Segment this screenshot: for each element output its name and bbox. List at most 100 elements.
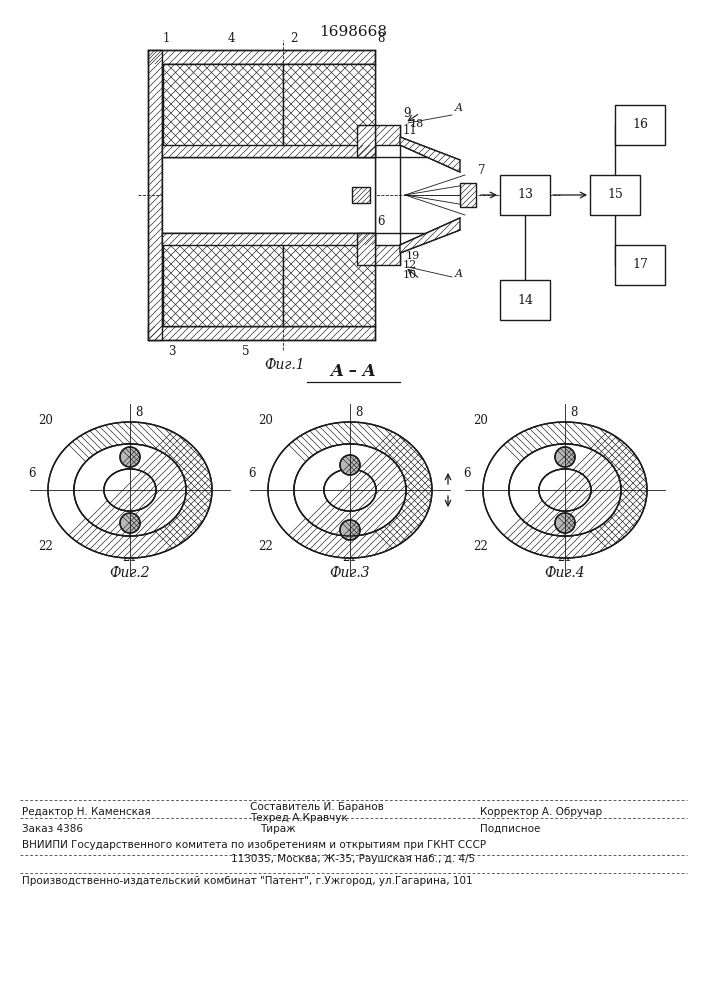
Polygon shape: [162, 145, 375, 157]
Circle shape: [340, 455, 360, 475]
Polygon shape: [375, 125, 400, 145]
Polygon shape: [148, 326, 375, 340]
Polygon shape: [400, 218, 460, 253]
Text: 7: 7: [478, 164, 486, 177]
Text: 21: 21: [557, 551, 572, 564]
Text: 6: 6: [248, 467, 256, 480]
Text: 6: 6: [28, 467, 36, 480]
Text: 20: 20: [258, 414, 273, 427]
Polygon shape: [104, 469, 156, 511]
Circle shape: [555, 513, 575, 533]
Circle shape: [120, 513, 140, 533]
Text: Фиг.3: Фиг.3: [329, 566, 370, 580]
Polygon shape: [104, 469, 156, 511]
Text: 9: 9: [403, 107, 411, 120]
Polygon shape: [400, 137, 460, 172]
Polygon shape: [162, 157, 375, 233]
Polygon shape: [74, 444, 186, 536]
Bar: [615, 245, 665, 285]
Polygon shape: [539, 469, 591, 511]
Polygon shape: [539, 469, 591, 511]
Polygon shape: [268, 422, 432, 558]
Polygon shape: [283, 233, 375, 326]
Text: A – A: A – A: [330, 363, 376, 380]
Polygon shape: [324, 469, 376, 511]
Circle shape: [340, 520, 360, 540]
Polygon shape: [483, 422, 647, 558]
Polygon shape: [148, 50, 375, 64]
Text: 1698668: 1698668: [319, 25, 387, 39]
Polygon shape: [294, 444, 406, 536]
Circle shape: [120, 447, 140, 467]
Text: Фиг.4: Фиг.4: [544, 566, 585, 580]
Text: 8: 8: [377, 32, 385, 45]
Text: 22: 22: [258, 540, 273, 553]
Polygon shape: [509, 444, 621, 536]
Circle shape: [555, 447, 575, 467]
Polygon shape: [357, 233, 375, 265]
Polygon shape: [294, 444, 406, 536]
Text: 8: 8: [135, 406, 142, 419]
Text: 12: 12: [403, 260, 417, 270]
Polygon shape: [509, 444, 621, 536]
Polygon shape: [294, 444, 406, 536]
Polygon shape: [104, 469, 156, 511]
Text: 1: 1: [163, 32, 170, 45]
Text: Фиг.2: Фиг.2: [110, 566, 151, 580]
Text: 6: 6: [377, 215, 385, 228]
Text: A: A: [455, 269, 463, 279]
Polygon shape: [163, 64, 283, 157]
Text: 8: 8: [355, 406, 363, 419]
Text: 3: 3: [168, 345, 175, 358]
Polygon shape: [357, 125, 375, 157]
Text: A: A: [455, 103, 463, 113]
Polygon shape: [324, 469, 376, 511]
Text: 13: 13: [517, 188, 533, 202]
Text: Фиг.1: Фиг.1: [264, 358, 305, 372]
Text: 4: 4: [228, 32, 235, 45]
Text: Корректор А. Обручар: Корректор А. Обручар: [480, 807, 602, 817]
Text: 20: 20: [38, 414, 53, 427]
Text: 16: 16: [632, 118, 648, 131]
Text: Техред А.Кравчук: Техред А.Кравчук: [250, 813, 348, 823]
Text: Тираж: Тираж: [260, 824, 296, 834]
Polygon shape: [539, 469, 591, 511]
Polygon shape: [163, 233, 283, 326]
Polygon shape: [509, 444, 621, 536]
Text: Производственно-издательский комбинат "Патент", г.Ужгород, ул.Гагарина, 101: Производственно-издательский комбинат "П…: [22, 876, 472, 886]
Text: 19: 19: [406, 251, 420, 261]
Polygon shape: [74, 444, 186, 536]
Polygon shape: [352, 187, 370, 203]
Bar: [500, 175, 550, 215]
Text: 10: 10: [403, 270, 417, 280]
Text: Подписное: Подписное: [480, 824, 540, 834]
Text: 8: 8: [570, 406, 578, 419]
Text: 20: 20: [473, 414, 488, 427]
Polygon shape: [283, 64, 375, 157]
Polygon shape: [375, 245, 400, 265]
Text: Составитель И. Баранов: Составитель И. Баранов: [250, 802, 384, 812]
Polygon shape: [74, 444, 186, 536]
Text: 2: 2: [290, 32, 298, 45]
Bar: [590, 175, 640, 215]
Text: 11: 11: [403, 124, 418, 137]
Text: 22: 22: [38, 540, 53, 553]
Text: Заказ 4386: Заказ 4386: [22, 824, 83, 834]
Text: Редактор Н. Каменская: Редактор Н. Каменская: [22, 807, 151, 817]
Text: 18: 18: [410, 119, 424, 129]
Polygon shape: [162, 233, 375, 245]
Text: 22: 22: [473, 540, 488, 553]
Bar: [615, 105, 665, 145]
Text: 21: 21: [342, 551, 357, 564]
Text: 14: 14: [517, 294, 533, 306]
Bar: [500, 280, 550, 320]
Text: 17: 17: [632, 258, 648, 271]
Polygon shape: [460, 183, 476, 207]
Text: 5: 5: [242, 345, 250, 358]
Polygon shape: [48, 422, 212, 558]
Polygon shape: [324, 469, 376, 511]
Text: 6: 6: [464, 467, 471, 480]
Text: ВНИИПИ Государственного комитета по изобретениям и открытиям при ГКНТ СССР: ВНИИПИ Государственного комитета по изоб…: [22, 840, 486, 850]
Polygon shape: [148, 50, 162, 340]
Text: 15: 15: [607, 188, 623, 202]
